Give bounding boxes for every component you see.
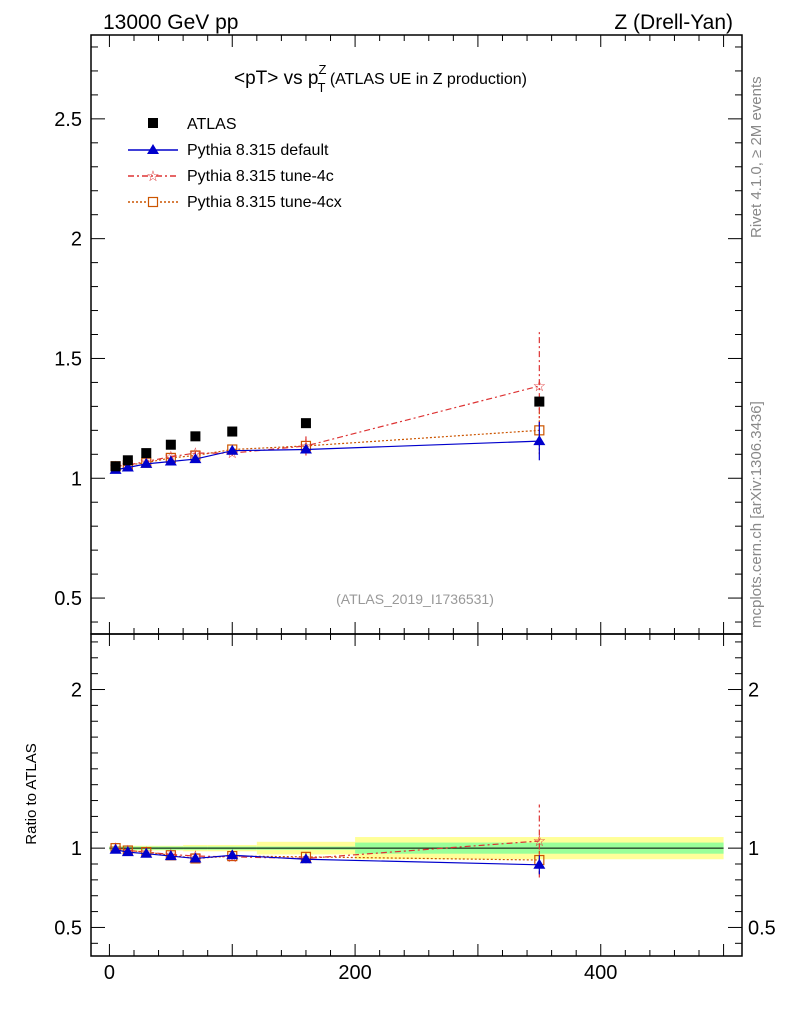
legend: ATLAS Pythia 8.315 default ☆ Pythia 8.31…: [128, 116, 342, 211]
plot-title-sub: T: [317, 80, 325, 95]
ratio-point-default: [121, 846, 134, 857]
ratio-point-default: [164, 850, 177, 861]
rivet-label: Rivet 4.1.0, ≥ 2M events: [748, 76, 765, 238]
main-y-tick-label: 1: [71, 468, 82, 490]
main-point-atlas: [165, 439, 176, 450]
plot-title-rest: (ATLAS UE in Z production): [325, 71, 527, 88]
ratio-y-tick-label-left: 0.5: [54, 917, 82, 939]
mcplots-label: mcplots.cern.ch [arXiv:1306.3436]: [748, 401, 765, 628]
ratio-y-tick-label-right: 0.5: [748, 917, 776, 939]
ratio-ylabel: Ratio to ATLAS: [23, 743, 40, 844]
legend-marker-default: [147, 144, 159, 154]
header-left: 13000 GeV pp: [103, 11, 238, 34]
main-point-atlas: [534, 396, 545, 407]
ratio-point-default: [299, 853, 312, 864]
legend-marker-tune4c: ☆: [146, 168, 159, 185]
main-point-default: [226, 444, 239, 455]
main-point-default: [533, 435, 546, 446]
legend-marker-tune4cx: [147, 196, 159, 208]
main-line-default: [115, 440, 540, 471]
main-y-tick-label: 0.5: [54, 588, 82, 610]
ratio-point-tune4c: ☆: [533, 833, 546, 850]
ratio-y-tick-label-right: 2: [748, 680, 759, 702]
ratio-y-tick-label-right: 1: [748, 838, 759, 860]
main-y-tick-label: 2: [71, 229, 82, 251]
main-point-default: [164, 455, 177, 466]
ratio-y-tick-label-left: 2: [71, 680, 82, 702]
main-point-atlas: [141, 448, 152, 459]
main-point-atlas: [300, 418, 311, 429]
legend-label-tune4cx: Pythia 8.315 tune-4cx: [187, 194, 342, 211]
ratio-point-default: [109, 843, 122, 854]
x-tick-label: 400: [584, 962, 617, 984]
ratio-point-default: [140, 847, 153, 858]
legend-label-default: Pythia 8.315 default: [187, 142, 329, 159]
main-point-default: [189, 453, 202, 464]
main-y-tick-label: 2.5: [54, 109, 82, 131]
plot-title-main: <pT> vs p: [234, 68, 319, 89]
ratio-point-default: [226, 849, 239, 860]
main-point-tune4c: ☆: [533, 378, 546, 395]
x-tick-label: 0: [104, 962, 115, 984]
ratio-plot-frame: [90, 633, 743, 957]
main-point-default: [299, 443, 312, 454]
legend-label-tune4c: Pythia 8.315 tune-4c: [187, 168, 334, 185]
analysis-watermark: (ATLAS_2019_I1736531): [336, 591, 494, 607]
plot-title: <pT> vs pZ T (ATLAS UE in Z production): [234, 62, 527, 95]
main-y-tick-label: 1.5: [54, 348, 82, 370]
legend-label-atlas: ATLAS: [187, 116, 237, 133]
main-line-tune4cx: [115, 429, 540, 467]
header-right: Z (Drell-Yan): [614, 11, 733, 34]
main-line-tune4c: [115, 385, 540, 467]
main-point-atlas: [110, 461, 121, 472]
x-tick-label: 200: [338, 962, 371, 984]
ratio-y-tick-label-left: 1: [71, 838, 82, 860]
main-point-default: [121, 461, 134, 472]
plot-title-sup: Z: [319, 62, 327, 77]
legend-marker-atlas: [148, 118, 158, 128]
main-point-atlas: [227, 426, 238, 437]
ratio-point-default: [189, 852, 202, 863]
main-point-atlas: [122, 455, 133, 466]
main-point-default: [140, 457, 153, 468]
main-point-atlas: [190, 431, 201, 442]
ratio-point-default: [533, 858, 546, 869]
